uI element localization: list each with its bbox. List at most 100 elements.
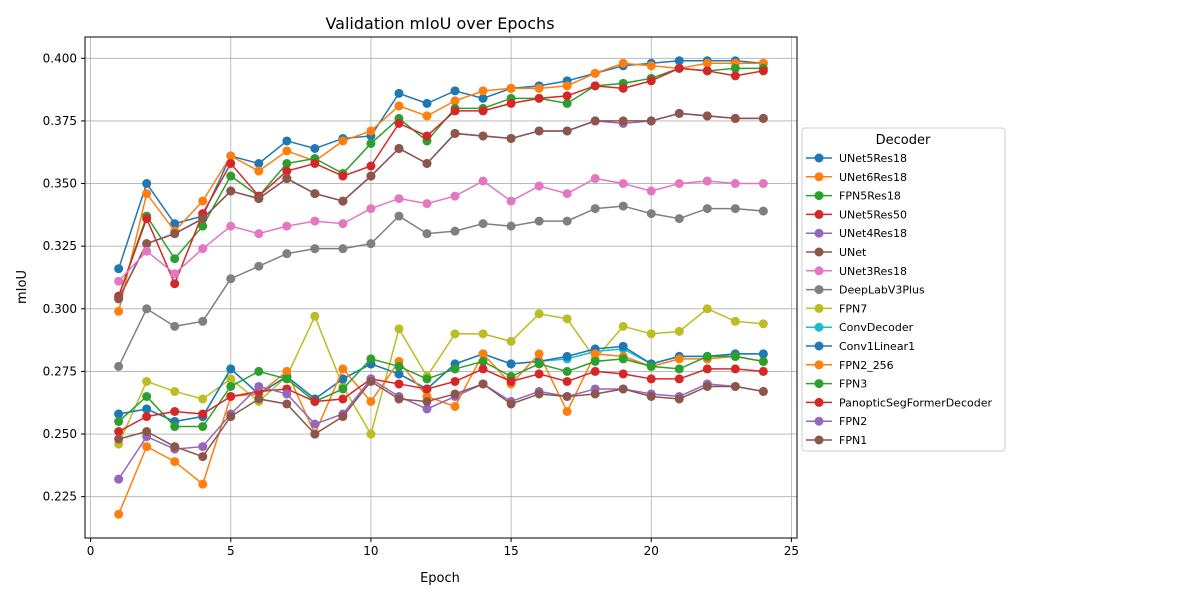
data-point [562,81,572,91]
data-point [562,91,572,101]
legend-marker [814,172,824,182]
data-point [422,98,432,108]
data-point [394,394,404,404]
series-line [118,377,764,480]
data-point [506,399,516,409]
data-point [310,143,320,153]
data-point [646,361,656,371]
data-point [198,316,208,326]
legend-item: UNet [806,246,867,259]
data-point [618,369,628,379]
data-point [198,409,208,419]
series-line [118,345,764,423]
data-point [198,479,208,489]
data-point [366,161,376,171]
data-point [646,116,656,126]
series-line [117,205,764,367]
data-point [338,394,348,404]
series-line [118,380,764,458]
data-point [618,83,628,93]
data-point [422,384,432,394]
data-point [450,364,460,374]
legend-item: UNet5Res18 [806,152,907,165]
series-line [117,352,764,515]
series-UNet4Res18 [114,108,768,304]
data-point [422,229,432,239]
data-point [142,442,152,452]
y-tick-label: 0.225 [43,490,77,504]
data-point [366,126,376,136]
series-UNet5Res50 [114,63,768,301]
data-point [170,279,180,289]
series-line [118,177,764,282]
data-point [730,179,740,189]
series-FPN2 [114,374,768,484]
data-point [282,174,292,184]
data-point [506,196,516,206]
data-point [142,404,152,414]
y-tick-label: 0.325 [43,239,77,253]
data-point [338,136,348,146]
data-point [646,76,656,86]
data-point [562,391,572,401]
legend-label: UNet5Res50 [839,208,907,221]
data-point [562,314,572,324]
data-point [590,81,600,91]
data-point [534,359,544,369]
data-point [758,356,768,366]
data-point [282,374,292,384]
data-point [702,304,712,314]
data-point [646,329,656,339]
plot-area [84,36,798,539]
data-point [226,151,236,161]
data-point [478,131,488,141]
data-point [478,329,488,339]
data-point [338,384,348,394]
data-point [226,159,236,169]
data-point [758,349,768,359]
data-point [282,166,292,176]
data-point [590,174,600,184]
series-line [117,112,764,300]
data-point [758,179,768,189]
data-point [534,369,544,379]
data-point [674,56,684,66]
legend-marker [814,341,824,351]
data-point [114,361,124,371]
grid [85,37,797,538]
data-point [366,138,376,148]
data-point [506,336,516,346]
data-point [282,146,292,156]
data-point [114,434,124,444]
data-point [338,171,348,181]
data-point [310,159,320,169]
data-point [366,204,376,214]
data-point [366,396,376,406]
data-point [226,391,236,401]
data-point [198,221,208,231]
data-point [646,374,656,384]
data-point [758,366,768,376]
data-point [310,311,320,321]
data-point [534,349,544,359]
legend: Decoder UNet5Res18 UNet6Res18 FPN5Res18 UNe… [801,127,1006,452]
x-tick-label: 20 [644,544,659,558]
data-point [366,429,376,439]
data-point [394,118,404,128]
data-point [562,376,572,386]
legend-label: UNet3Res18 [839,265,907,278]
data-point [366,354,376,364]
legend-item: UNet5Res50 [806,208,907,221]
legend-item: PanopticSegFormerDecoder [806,396,992,409]
data-point [170,457,180,467]
data-point [478,106,488,116]
data-point [702,364,712,374]
data-point [366,171,376,181]
data-point [170,422,180,432]
legend-label: FPN5Res18 [839,190,901,203]
legend-label: PanopticSegFormerDecoder [839,396,992,409]
data-point [590,366,600,376]
data-point [450,106,460,116]
data-point [422,404,432,414]
series-UNet [114,108,768,304]
